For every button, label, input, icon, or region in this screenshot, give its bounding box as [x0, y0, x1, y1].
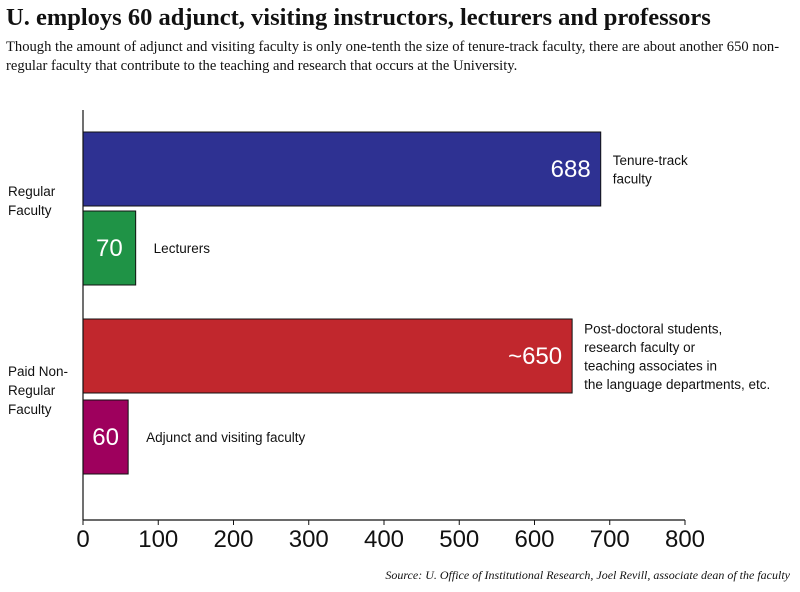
bar	[82, 318, 573, 394]
bar-category-label: Post-doctoral students, research faculty …	[584, 321, 770, 392]
bar-category-label: Lecturers	[154, 241, 211, 256]
bar	[82, 210, 137, 286]
x-tick-label: 800	[665, 526, 705, 553]
bar-value-label: ~650	[508, 343, 562, 370]
labels-layer: Regular Faculty 688 Tenure-track faculty 70 Le…	[8, 153, 770, 451]
x-tick-label: 0	[76, 526, 89, 553]
bar-category-label: Tenure-track faculty	[613, 153, 688, 187]
source-note: Source: U. Office of Institutional Resea…	[385, 568, 790, 582]
chart-subtitle: Though the amount of adjunct and visitin…	[6, 39, 780, 74]
bar	[82, 131, 602, 207]
bars-layer	[82, 131, 602, 475]
x-tick-label: 300	[289, 526, 329, 553]
x-axis: 0 100 200 300 400 500 600 700 800	[76, 110, 705, 553]
bar-value-label: 60	[92, 424, 119, 451]
x-tick-label: 400	[364, 526, 404, 553]
group-label: Paid Non-Regular Faculty	[8, 364, 68, 417]
x-tick-label: 600	[514, 526, 554, 553]
bar-value-label: 70	[96, 235, 123, 262]
group-label: Regular Faculty	[8, 184, 56, 218]
bar-category-label: Adjunct and visiting faculty	[146, 430, 305, 445]
x-tick-label: 200	[213, 526, 253, 553]
chart-title: U. employs 60 adjunct, visiting instruct…	[6, 4, 711, 31]
bar-value-label: 688	[551, 156, 591, 183]
x-tick-label: 700	[590, 526, 630, 553]
x-tick-label: 500	[439, 526, 479, 553]
x-tick-label: 100	[138, 526, 178, 553]
